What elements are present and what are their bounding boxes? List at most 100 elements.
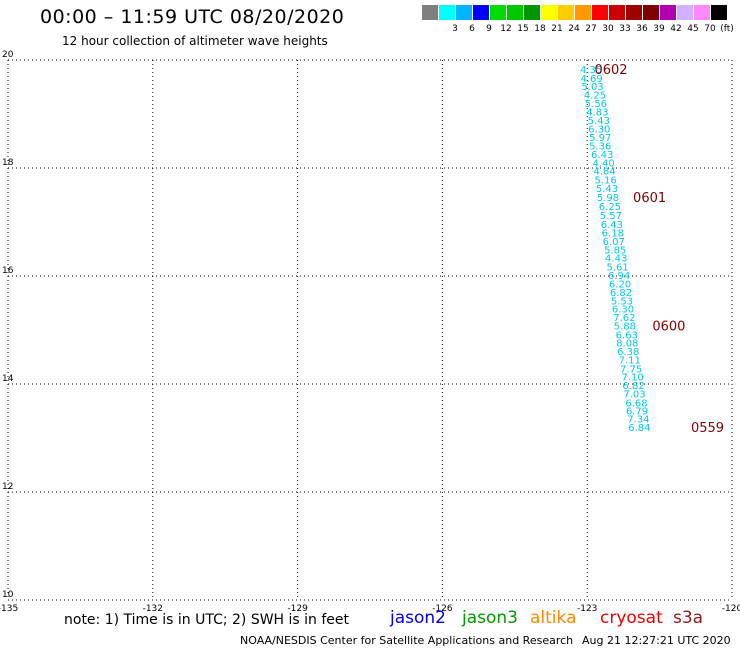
swh-value: 6.18 [602,228,624,239]
time-label: 0600 [652,320,685,335]
swh-value: 6.30 [588,125,610,136]
credit-text: NOAA/NESDIS Center for Satellite Applica… [240,634,574,647]
legend-swatch [456,5,472,20]
legend-swatch [660,5,676,20]
swh-value: 5.85 [604,246,626,257]
legend-value: 70 [704,24,716,34]
y-tick-label: 14 [2,374,14,384]
swh-value: 7.11 [619,356,641,367]
y-tick-label: 12 [2,482,13,492]
swh-value: 6.38 [617,347,639,358]
legend-swatch [558,5,574,20]
satellite-label: s3a [673,608,704,628]
x-tick-label: -120 [722,604,740,614]
swh-value: 5.43 [596,184,618,195]
swh-value: 6.63 [616,330,638,341]
legend-swatch [609,5,625,20]
swh-value: 4.84 [593,167,615,178]
swh-value: 5.61 [607,262,629,273]
legend-swatch [626,5,642,20]
swh-value: 8.08 [616,338,638,349]
legend-value: 33 [619,24,631,34]
legend-swatch [592,5,608,20]
altimeter-track: 4.354.695.034.255.564.835.436.305.975.36… [580,65,651,434]
swh-value: 5.16 [594,175,616,186]
legend-value: 6 [469,24,475,34]
legend-value: 21 [551,24,563,34]
swh-value: 4.40 [593,159,615,170]
satellite-label: jason3 [462,608,518,628]
swh-value: 5.53 [611,296,633,307]
legend-value: 9 [486,24,492,34]
legend-value: 30 [602,24,614,34]
legend-value: 27 [585,24,597,34]
map-title: 00:00 – 11:59 UTC 08/20/2020 [40,6,345,28]
grid-lines [7,59,733,601]
swh-value: 6.20 [609,280,631,291]
legend-swatch [711,5,727,20]
legend-value: 18 [534,24,546,34]
legend-swatch [490,5,506,20]
axis-tick-labels: -135 -132 -129 -126 -123 -120 20 18 16 14 12 10 [0,50,740,614]
swh-value: 6.43 [591,150,613,161]
swh-value: 6.82 [622,381,644,392]
swh-value: 6.84 [628,423,650,434]
swh-value: 6.25 [599,202,621,213]
time-label: 0601 [633,191,666,206]
swh-value: 5.56 [585,99,607,110]
swh-value: 7.62 [613,313,635,324]
swh-value: 4.83 [586,107,608,118]
x-tick-label: -135 [0,604,18,614]
swh-value: 4.25 [584,91,606,102]
y-tick-label: 16 [2,266,14,276]
generated-timestamp: Aug 21 12:27:21 UTC 2020 [582,634,731,647]
legend-swatch [541,5,557,20]
legend-swatch [473,5,489,20]
swh-value: 6.79 [626,406,648,417]
legend-value: 15 [517,24,529,34]
swh-value: 4.35 [580,65,602,76]
legend-swatch [439,5,455,20]
swh-value: 6.43 [601,220,623,231]
legend-value: 36 [636,24,648,34]
swh-value: 5.36 [589,141,611,152]
swh-value: 7.10 [621,372,643,383]
swh-value: 6.94 [608,271,630,282]
legend-swatch [677,5,693,20]
legend-swatch [575,5,591,20]
legend-value: 42 [670,24,682,34]
x-tick-label: -132 [143,604,163,614]
legend-value: 3 [452,24,458,34]
swh-value: 7.34 [627,415,649,426]
swh-value: 6.30 [612,304,634,315]
satellite-label: jason2 [390,608,446,628]
swh-value: 5.98 [597,193,619,204]
satellite-label: altika [530,608,577,628]
time-label: 0559 [691,421,724,436]
swh-value: 7.03 [623,390,645,401]
x-tick-label: -123 [577,604,597,614]
legend-value: 39 [653,24,665,34]
map-subtitle: 12 hour collection of altimeter wave hei… [62,34,328,48]
swh-value: 6.07 [603,237,625,248]
legend-value: (ft) [720,24,734,34]
swh-value: 6.82 [610,288,632,299]
swh-value: 5.43 [588,116,610,127]
legend-swatch [524,5,540,20]
x-tick-label: -126 [432,604,453,614]
legend-swatch [694,5,710,20]
swh-value: 4.43 [605,254,627,265]
legend-value: 12 [500,24,512,34]
y-tick-label: 20 [2,50,14,60]
swh-value: 6.68 [625,398,647,409]
legend-swatch [422,5,438,20]
swh-value: 4.69 [580,74,602,85]
satellite-label: cryosat [600,608,663,628]
swh-value: 7.75 [620,364,642,375]
x-tick-label: -129 [287,604,308,614]
swh-value: 5.57 [600,211,622,222]
legend-value: 45 [687,24,699,34]
y-tick-label: 10 [2,590,14,600]
footer-note: note: 1) Time is in UTC; 2) SWH is in fe… [64,612,350,628]
